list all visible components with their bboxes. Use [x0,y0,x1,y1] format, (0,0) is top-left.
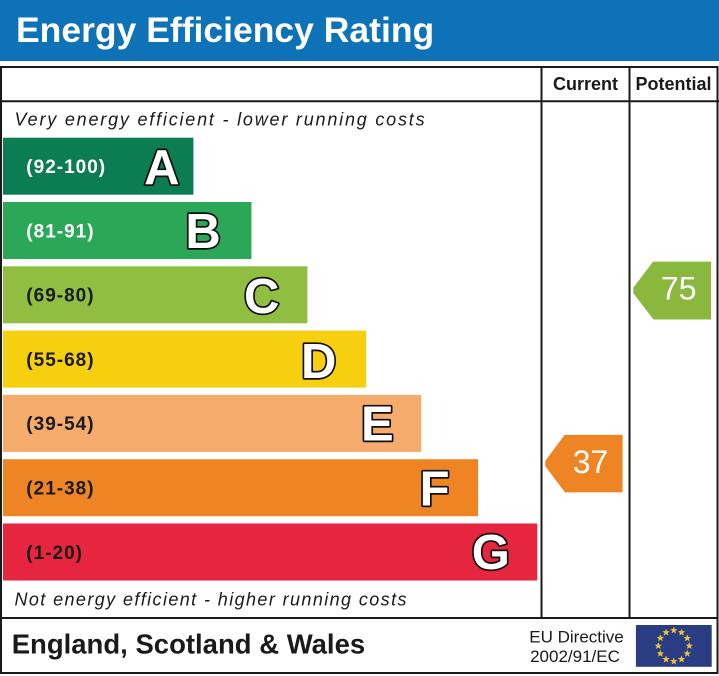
svg-text:(39-54): (39-54) [26,414,94,435]
svg-text:B: B [185,205,220,259]
svg-text:(55-68): (55-68) [26,350,94,371]
svg-text:EU Directive: EU Directive [529,627,623,646]
svg-text:75: 75 [661,271,697,307]
svg-text:G: G [472,526,510,580]
svg-text:Energy Efficiency Rating: Energy Efficiency Rating [16,10,434,50]
svg-text:37: 37 [573,444,609,480]
svg-text:E: E [361,398,394,452]
svg-text:(69-80): (69-80) [26,286,94,307]
svg-text:(81-91): (81-91) [26,221,94,242]
svg-text:F: F [420,462,450,516]
svg-text:Current: Current [553,74,618,94]
svg-text:A: A [144,141,179,195]
svg-text:England, Scotland & Wales: England, Scotland & Wales [12,629,365,660]
svg-text:Potential: Potential [635,74,711,94]
svg-text:(21-38): (21-38) [26,479,94,500]
svg-text:(92-100): (92-100) [26,157,106,178]
svg-text:C: C [244,270,279,324]
svg-text:(1-20): (1-20) [26,543,83,564]
svg-text:Very energy efficient - lower: Very energy efficient - lower running co… [15,110,427,130]
svg-text:2002/91/EC: 2002/91/EC [530,647,620,666]
svg-text:D: D [301,335,336,389]
svg-text:Not energy efficient - higher: Not energy efficient - higher running co… [15,589,408,609]
